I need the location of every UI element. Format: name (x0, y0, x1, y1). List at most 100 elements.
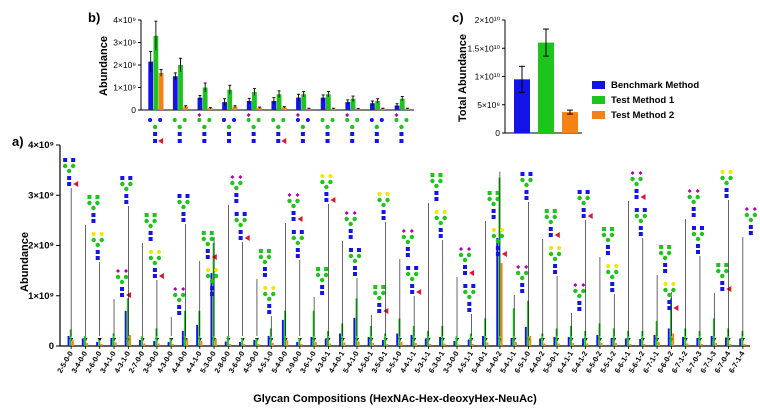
hexnac-square-icon (463, 265, 468, 269)
mannose-circle-icon (207, 118, 212, 122)
monosaccharide-icon (487, 191, 492, 195)
panel-b-bar-test1 (202, 87, 208, 110)
mannose-circle-icon (581, 200, 586, 206)
neuac-diamond-icon (287, 193, 300, 197)
hexnac-square-icon (695, 244, 700, 248)
hexnac-square-icon (152, 268, 157, 272)
panel-a-bar-benchmark (596, 334, 599, 346)
panel-b-label: b) (88, 10, 100, 25)
panel-b-bar-test1 (301, 94, 307, 110)
neuac-diamond-icon (744, 207, 757, 211)
mannose-circle-icon (276, 124, 281, 130)
panel-a-bar-benchmark (696, 337, 699, 346)
mannose-circle-icon (158, 118, 163, 122)
hexnac-square-icon (325, 132, 330, 136)
hexnac-square-icon (548, 227, 553, 231)
panel-a-bar-benchmark (181, 330, 184, 346)
hexnac-square-icon (634, 189, 639, 193)
legend-label-test1: Test Method 1 (611, 95, 675, 106)
mannose-circle-icon (471, 289, 476, 295)
mannose-circle-icon (176, 297, 182, 303)
hexnac-square-icon (226, 132, 231, 136)
mannose-circle-icon (438, 178, 443, 184)
panel-a-bar-test2 (400, 341, 403, 346)
glycan-structure-icon (205, 268, 219, 296)
panel-a-bar-benchmark (624, 338, 627, 346)
panel-a-bar-benchmark (467, 339, 470, 346)
mannose-circle-icon (287, 198, 292, 204)
monosaccharide-icon (87, 195, 92, 199)
panel-a-bar-test2 (200, 340, 203, 346)
hexnac-square-icon (581, 208, 586, 212)
mannose-circle-icon (573, 288, 578, 294)
galactose-circle-icon (320, 174, 325, 178)
mannose-circle-icon (520, 177, 525, 183)
hexnac-square-icon (320, 285, 325, 289)
glycan-structure-icon (197, 113, 212, 143)
monosaccharide-icon (266, 249, 271, 253)
panel-a-bar-test1 (712, 318, 715, 346)
fucose-triangle-icon (469, 270, 475, 276)
panel-a-bar-test1 (412, 325, 415, 346)
glycan-structure-icon (458, 247, 475, 276)
panel-a-bar-test2 (500, 263, 503, 346)
hexnac-square-icon (724, 194, 729, 198)
panel-b-bar-test1 (399, 98, 405, 110)
panel-a-bar-test1 (398, 318, 401, 346)
monosaccharide-icon (356, 248, 361, 252)
mannose-circle-icon (144, 218, 149, 224)
glycan-structure-icon (658, 245, 672, 273)
mannose-circle-icon (120, 181, 125, 187)
monosaccharide-icon (577, 190, 582, 194)
hexnac-square-icon (667, 300, 672, 304)
panel-a-bar-test2 (357, 341, 360, 346)
mannose-circle-icon (430, 178, 435, 184)
panel-a-bar-test2 (243, 343, 246, 346)
glycan-structure-icon (344, 211, 357, 239)
panel-a-bar-benchmark (482, 335, 484, 346)
fucose-triangle-icon (673, 305, 679, 311)
fucose-triangle-icon (158, 273, 164, 279)
panel-b-bar-test2 (158, 72, 164, 110)
panel-a-bar-test2 (429, 343, 432, 346)
panel-a-bar-test1 (98, 339, 101, 346)
hexnac-square-icon (177, 132, 182, 136)
galactose-circle-icon (663, 282, 668, 286)
mannose-circle-icon (458, 252, 464, 258)
mannose-circle-icon (409, 234, 415, 240)
panel-a-bar-test1 (226, 335, 229, 346)
hexnac-square-icon (91, 219, 96, 223)
monosaccharide-icon (177, 194, 182, 198)
panel-a-bar-test2 (86, 342, 89, 346)
galactose-circle-icon (328, 174, 333, 178)
mannose-circle-icon (409, 276, 415, 282)
hexnac-square-icon (181, 212, 186, 216)
neuac-diamond-icon (516, 265, 529, 269)
monosaccharide-icon (373, 285, 378, 289)
galactose-circle-icon (271, 286, 276, 290)
monosaccharide-icon (128, 176, 133, 180)
panel-c-ytick-label: 5×10⁹ (477, 100, 500, 110)
hexnac-square-icon (352, 272, 357, 276)
neuac-diamond-icon (295, 113, 300, 117)
panel-a-bar-test2 (600, 342, 603, 346)
hexnac-square-icon (377, 309, 382, 313)
panel-a-bar-test2 (286, 340, 289, 346)
panel-a-bar-test1 (84, 335, 86, 346)
panel-a-bar-benchmark (124, 310, 127, 346)
mannose-circle-icon (462, 257, 468, 263)
mannose-circle-icon (221, 118, 226, 122)
mannose-circle-icon (182, 118, 187, 122)
panel-a-bar-test1 (355, 298, 358, 346)
glycan-structure-icon (544, 209, 560, 238)
hexnac-square-icon (153, 132, 158, 136)
hexnac-square-icon (374, 139, 379, 143)
panel-a-xlabel: Glycan Compositions (HexNAc-Hex-deoxyHex… (253, 393, 537, 405)
mannose-circle-icon (609, 232, 615, 238)
hexnac-square-icon (667, 306, 672, 310)
hexnac-square-icon (324, 192, 329, 196)
hexnac-square-icon (210, 292, 215, 296)
hexnac-square-icon (95, 256, 100, 260)
hexnac-square-icon (434, 197, 439, 201)
